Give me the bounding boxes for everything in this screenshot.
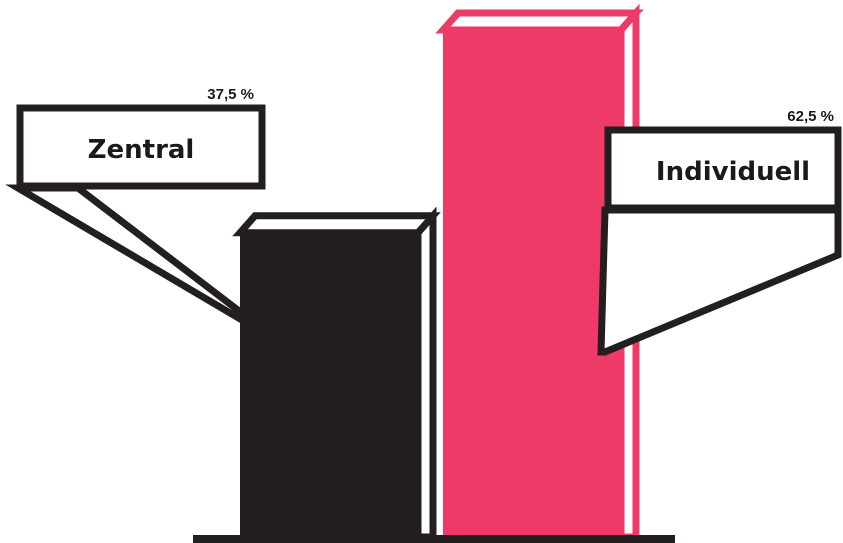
- value-label-zentral: 37,5 %: [207, 86, 254, 103]
- callout-zentral: Zentral: [5, 104, 268, 340]
- category-label-zentral: Zentral: [88, 135, 195, 165]
- bar-zentral-front-face: [240, 232, 418, 538]
- category-label-individuell: Individuell: [656, 157, 810, 187]
- value-label-individuell: 62,5 %: [787, 108, 834, 125]
- callout-individuell-pointer: [597, 206, 842, 356]
- callout-individuell-box: [604, 126, 842, 212]
- bar-zentral-side-face: [414, 206, 437, 541]
- callout-zentral-pointer: [5, 184, 268, 340]
- callout-zentral-box: [16, 104, 266, 190]
- callout-individuell: Individuell: [597, 126, 842, 356]
- bar-individuell: [435, 3, 644, 541]
- bar-individuell-front-face: [443, 30, 621, 537]
- baseline: [193, 535, 675, 543]
- bar-zentral: [232, 206, 441, 541]
- bar-individuell-top-face: [435, 9, 644, 34]
- bar-zentral-top-face: [232, 212, 441, 237]
